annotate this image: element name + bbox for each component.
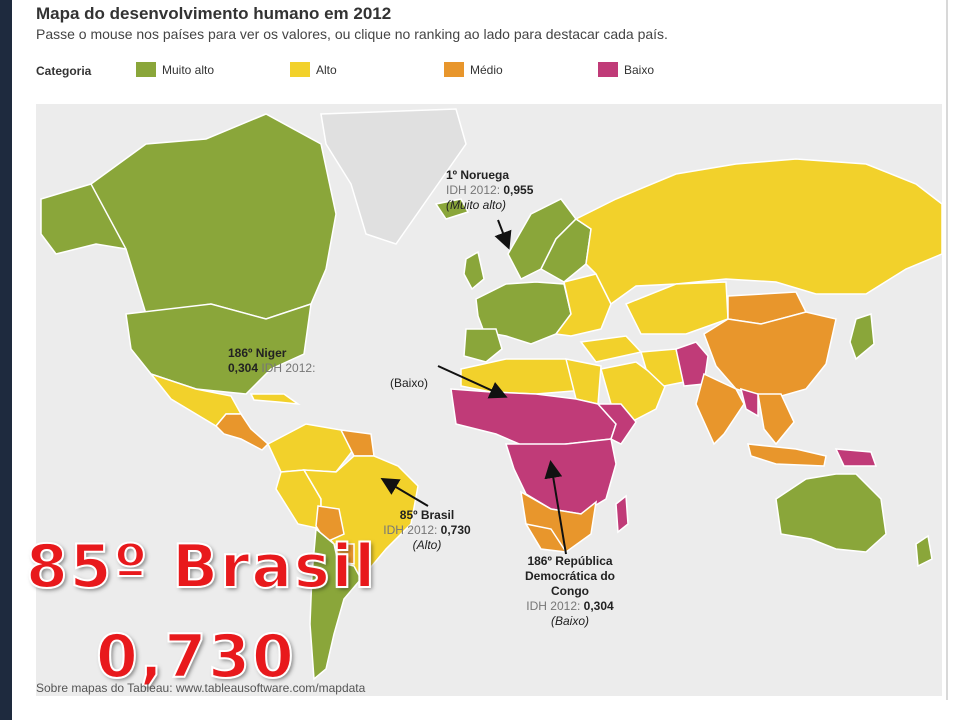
country-horn-africa[interactable] — [596, 403, 637, 445]
annotation-noruega: 1º Noruega IDH 2012: 0,955 (Muito alto) — [446, 168, 533, 213]
country-greenland[interactable] — [320, 108, 467, 245]
country-iberia[interactable] — [463, 328, 503, 363]
country-turkey[interactable] — [579, 335, 643, 363]
arrow-brasil — [380, 477, 429, 507]
annotation-congo-rank-line2: Democrática do — [524, 569, 616, 583]
country-russia[interactable] — [574, 158, 942, 306]
country-cuba[interactable] — [249, 393, 301, 406]
country-madagascar[interactable] — [615, 494, 629, 534]
country-uk[interactable] — [463, 250, 485, 291]
legend-swatch-baixo — [598, 62, 618, 77]
arrow-congo — [544, 460, 567, 555]
country-iran[interactable] — [640, 348, 685, 387]
legend-item-medio[interactable]: Médio — [444, 62, 503, 77]
annotation-noruega-rank: 1º Noruega — [446, 168, 510, 182]
page-title: Mapa do desenvolvimento humano em 2012 — [36, 4, 392, 23]
legend-swatch-alto — [290, 62, 310, 77]
annotation-niger: 186º Niger 0,304 IDH 2012: — [228, 346, 315, 376]
country-japan[interactable] — [849, 312, 875, 361]
legend-item-alto[interactable]: Alto — [290, 62, 337, 77]
window-right-border — [946, 0, 948, 700]
annotation-brasil-rank: 85º Brasil — [399, 508, 455, 522]
country-argentina-chile[interactable] — [309, 527, 362, 681]
overlay-rank-text: 85º Brasil — [25, 531, 377, 603]
annotation-brasil: 85º Brasil IDH 2012: 0,730 (Alto) — [372, 508, 482, 553]
annotation-congo-rank-line1: 186º República — [527, 554, 613, 568]
annotation-noruega-idh-value: 0,955 — [503, 183, 534, 197]
annotation-congo-rank-line3: Congo — [551, 584, 589, 598]
legend: Categoria Muito alto Alto Médio Baixo — [36, 62, 736, 82]
page-subtitle: Passe o mouse nos países para ver os val… — [36, 26, 668, 42]
annotation-congo-category: (Baixo) — [550, 614, 589, 628]
country-central-america[interactable] — [214, 413, 270, 451]
legend-label: Médio — [470, 62, 503, 77]
annotation-brasil-category: (Alto) — [412, 538, 442, 552]
country-usa[interactable] — [125, 302, 312, 395]
legend-title: Categoria — [36, 64, 92, 78]
country-myanmar[interactable] — [739, 387, 759, 418]
legend-label: Muito alto — [162, 62, 215, 77]
country-china[interactable] — [703, 311, 837, 400]
annotation-congo-idh-label: IDH 2012: — [526, 599, 581, 613]
overlay-value-text: 0,730 — [95, 621, 296, 693]
annotation-noruega-category: (Muito alto) — [446, 198, 507, 212]
annotation-brasil-idh-value: 0,730 — [440, 523, 471, 537]
world-map: 1º Noruega IDH 2012: 0,955 (Muito alto) … — [36, 104, 942, 696]
annotation-congo-idh-value: 0,304 — [583, 599, 614, 613]
country-canada[interactable] — [90, 113, 337, 320]
legend-item-muito-alto[interactable]: Muito alto — [136, 62, 214, 77]
country-australia[interactable] — [775, 473, 887, 553]
legend-swatch-medio — [444, 62, 464, 77]
country-new-zealand[interactable] — [915, 534, 933, 568]
annotation-niger-idh-value: 0,304 — [228, 361, 259, 375]
annotation-niger-rank: 186º Niger — [228, 346, 287, 360]
country-bolivia[interactable] — [315, 505, 345, 543]
country-iceland[interactable] — [434, 198, 470, 220]
legend-label: Alto — [316, 62, 337, 77]
legend-label: Baixo — [624, 62, 655, 77]
legend-swatch-muito-alto — [136, 62, 156, 77]
legend-item-baixo[interactable]: Baixo — [598, 62, 654, 77]
arrow-niger — [437, 365, 508, 399]
country-southeast-asia[interactable] — [757, 393, 795, 446]
country-pakistan[interactable] — [675, 341, 709, 387]
annotation-brasil-idh-label: IDH 2012: — [383, 523, 438, 537]
world-map-svg — [40, 108, 942, 681]
country-india[interactable] — [695, 372, 745, 446]
annotation-noruega-idh-label: IDH 2012: — [446, 183, 501, 197]
country-indonesia[interactable] — [747, 443, 827, 467]
country-egypt[interactable] — [564, 358, 602, 405]
country-papua[interactable] — [834, 448, 878, 467]
annotation-niger-idh-label: IDH 2012: — [261, 361, 316, 375]
arrow-noruega — [494, 219, 512, 250]
annotation-niger-category: (Baixo) — [390, 376, 429, 390]
map-source-link[interactable]: Sobre mapas do Tableau: www.tableausoftw… — [36, 681, 366, 695]
annotation-congo: 186º República Democrática do Congo IDH … — [510, 554, 630, 629]
window-left-border — [0, 0, 12, 720]
country-central-asia[interactable] — [624, 281, 729, 335]
